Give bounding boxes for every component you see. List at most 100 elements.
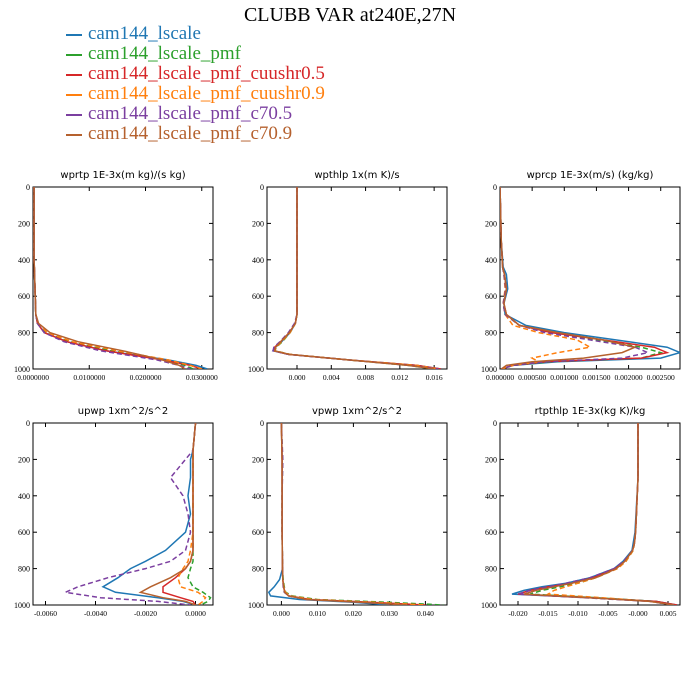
legend-swatch (66, 33, 82, 36)
y-tick-label: 1000 (14, 601, 30, 610)
legend-label: cam144_lscale_pmf_c70.9 (88, 123, 293, 144)
y-tick-label: 600 (485, 528, 497, 537)
series-line (33, 187, 194, 369)
x-tick-label: 0.005 (660, 609, 677, 618)
x-tick-label: 0.0300000 (186, 373, 218, 382)
y-tick-label: 800 (485, 565, 497, 574)
y-tick-label: 800 (252, 329, 264, 338)
x-tick-label: -0.000 (628, 609, 648, 618)
legend-item: cam144_lscale_pmf_cuushr0.9 (66, 84, 325, 104)
legend-swatch (66, 53, 82, 56)
series-line (273, 187, 435, 369)
series-line (177, 423, 207, 605)
y-tick-label: 0 (260, 419, 264, 428)
x-tick-label: 0.040 (417, 609, 434, 618)
y-tick-label: 0 (493, 183, 497, 192)
x-tick-label: 0.0000 (185, 609, 206, 618)
series-line (500, 187, 670, 369)
series-line (271, 187, 442, 369)
x-tick-label: 0.0100000 (73, 373, 105, 382)
series-line (280, 423, 426, 605)
series-line (33, 187, 203, 369)
x-tick-label: 0.020 (345, 609, 362, 618)
plot-frame (266, 422, 448, 606)
x-tick-label: 0.000000 (486, 373, 514, 382)
y-tick-label: 600 (252, 528, 264, 537)
y-tick-label: 600 (18, 292, 30, 301)
x-tick-label: 0.002000 (615, 373, 643, 382)
series-line (500, 187, 638, 369)
y-tick-label: 400 (252, 256, 264, 265)
y-tick-label: 400 (18, 492, 30, 501)
panel-title: upwp 1xm^2/s^2 (78, 406, 168, 417)
panel-title: vpwp 1xm^2/s^2 (312, 406, 402, 417)
plot-frame (32, 422, 214, 606)
x-tick-label: 0.010 (309, 609, 326, 618)
y-tick-label: 200 (18, 455, 30, 464)
plot-frame (266, 186, 448, 370)
series-line (33, 187, 208, 369)
y-tick-label: 200 (485, 219, 497, 228)
series-line (523, 423, 675, 605)
x-tick-label: -0.010 (568, 609, 588, 618)
y-tick-label: 1000 (481, 365, 497, 374)
plot-frame (32, 186, 214, 370)
x-tick-label: -0.0020 (134, 609, 157, 618)
chart-panel: wprtp 1E-3x(m kg)/(s kg) 0 200 400 600 800 100… (14, 170, 218, 382)
panel-title: rtpthlp 1E-3x(kg K)/kg (535, 406, 646, 417)
series-line (500, 187, 680, 369)
chart-panel: wpthlp 1x(m K)/s 0 200 400 600 800 1000 0.000 0.… (248, 170, 448, 382)
x-tick-label: -0.005 (598, 609, 618, 618)
y-tick-label: 600 (18, 528, 30, 537)
x-tick-label: 0.000500 (518, 373, 546, 382)
series-line (33, 187, 203, 369)
x-tick-label: -0.015 (538, 609, 558, 618)
legend-item: cam144_lscale_pmf_cuushr0.5 (66, 64, 325, 84)
series-line (529, 423, 675, 605)
x-tick-label: 0.000 (289, 373, 306, 382)
legend-swatch (66, 73, 82, 76)
x-tick-label: 0.004 (323, 373, 340, 382)
y-tick-label: 0 (26, 183, 30, 192)
series-line (280, 423, 426, 605)
series-line (33, 187, 191, 369)
legend-item: cam144_lscale_pmf (66, 44, 325, 64)
series-line (500, 187, 593, 369)
y-tick-label: 1000 (248, 365, 264, 374)
series-line (280, 423, 408, 605)
y-tick-label: 1000 (481, 601, 497, 610)
legend-item: cam144_lscale_pmf_c70.9 (66, 124, 325, 144)
legend-swatch (66, 113, 82, 116)
y-tick-label: 1000 (248, 601, 264, 610)
legend-label: cam144_lscale (88, 23, 201, 44)
chart-panel: wprcp 1E-3x(m/s) (kg/kg) 0 200 400 600 800 100… (481, 170, 681, 382)
series-line (187, 423, 212, 605)
series-line (138, 423, 197, 605)
x-tick-label: 0.001000 (550, 373, 578, 382)
figure-title: CLUBB VAR at240E,27N (243, 4, 457, 26)
y-tick-label: 0 (26, 419, 30, 428)
y-tick-label: 400 (485, 492, 497, 501)
legend-label: cam144_lscale_pmf_c70.5 (88, 103, 293, 124)
legend-swatch (66, 93, 82, 96)
panel-title: wpthlp 1x(m K)/s (314, 170, 399, 181)
series-line (272, 187, 439, 369)
y-tick-label: 600 (252, 292, 264, 301)
y-tick-label: 1000 (14, 365, 30, 374)
panel-title: wprcp 1E-3x(m/s) (kg/kg) (527, 170, 654, 181)
x-tick-label: -0.0060 (34, 609, 57, 618)
y-tick-label: 0 (493, 419, 497, 428)
x-tick-label: 0.000 (273, 609, 290, 618)
y-tick-label: 200 (252, 455, 264, 464)
series-line (273, 187, 435, 369)
panel-title: wprtp 1E-3x(m kg)/(s kg) (60, 170, 185, 181)
series-line (101, 423, 197, 605)
y-tick-label: 800 (18, 565, 30, 574)
series-line (280, 423, 444, 605)
chart-panel: vpwp 1xm^2/s^2 0 200 400 600 800 1000 0.000 0.01… (248, 406, 448, 618)
y-tick-label: 0 (260, 183, 264, 192)
y-tick-label: 400 (485, 256, 497, 265)
y-tick-label: 800 (252, 565, 264, 574)
x-tick-label: -0.020 (508, 609, 528, 618)
